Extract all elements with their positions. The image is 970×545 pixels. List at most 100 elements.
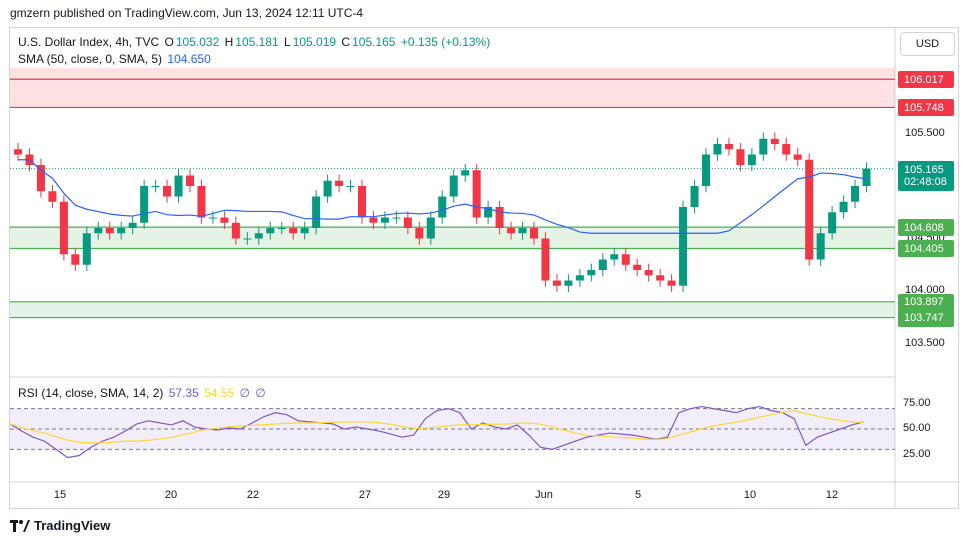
chart-frame[interactable]: [9, 27, 959, 509]
candle-body: [151, 186, 160, 187]
rsi-label[interactable]: RSI (14, close, SMA, 14, 2): [18, 386, 164, 400]
candle-body: [610, 254, 619, 260]
close-label: C: [341, 35, 351, 49]
time-axis-label: 22: [246, 489, 260, 501]
sma-line: [18, 159, 867, 234]
candle-body: [312, 196, 321, 228]
price-tag: 103.897: [898, 293, 954, 311]
candle-body: [793, 154, 802, 160]
symbol-name[interactable]: U.S. Dollar Index, 4h, TVC: [18, 35, 160, 49]
candle-body: [254, 233, 263, 239]
time-axis-label: 10: [743, 489, 757, 501]
candle-body: [105, 228, 114, 234]
candle-body: [449, 175, 458, 197]
resistance-zone-upper-fill: [10, 68, 895, 80]
rsi-line: [9, 405, 864, 459]
close-value: 105.165: [352, 35, 396, 49]
time-axis-label: 5: [634, 489, 642, 501]
candle-body: [300, 228, 309, 234]
candle-body: [380, 217, 389, 223]
rsi-extra-2: ∅: [255, 386, 266, 400]
candle-body: [701, 154, 711, 186]
candle-body: [128, 222, 137, 228]
time-axis-label: 27: [358, 489, 372, 501]
candle-body: [564, 280, 573, 286]
candle-body: [220, 217, 229, 223]
candle-body: [575, 275, 584, 281]
candle-body: [736, 149, 745, 165]
candle-body: [48, 191, 57, 202]
candle-body: [117, 228, 126, 234]
candle-body: [851, 186, 860, 202]
price-tag: 106.017: [898, 71, 954, 89]
time-axis-label: 15: [53, 489, 67, 501]
candle-body: [587, 270, 596, 276]
candle-body: [185, 175, 195, 186]
publisher-line: gmzern published on TradingView.com, Jun…: [10, 6, 364, 20]
candle-body: [828, 212, 837, 234]
tradingview-wordmark: TradingView: [34, 518, 111, 533]
candle-body: [816, 233, 825, 260]
candle-body: [71, 254, 80, 265]
price-tag: 105.165 02:48:08: [898, 160, 954, 191]
rsi-axis-tick: 75.00: [903, 396, 931, 409]
price-axis-tick: 103.500: [905, 336, 945, 349]
candle-body: [369, 217, 378, 223]
candle-body: [484, 207, 493, 218]
time-axis-label: 20: [164, 489, 178, 501]
candle-body: [426, 217, 435, 239]
candle-body: [667, 280, 676, 286]
candle-body: [644, 270, 653, 276]
candle-body: [529, 228, 539, 239]
symbol-legend[interactable]: U.S. Dollar Index, 4h, TVC O 105.032 H 105…: [18, 35, 492, 49]
candle-body: [243, 238, 252, 240]
high-label: H: [224, 35, 234, 49]
high-value: 105.181: [235, 35, 279, 49]
price-axis-tick: 104.000: [905, 284, 945, 296]
candle-body: [472, 170, 481, 218]
candle-body: [289, 228, 298, 234]
candle-body: [461, 170, 470, 176]
support-zone-lower-fill: [10, 301, 895, 318]
candle-body: [59, 201, 68, 255]
candle-body: [541, 238, 550, 281]
candle-body: [724, 144, 733, 150]
candle-body: [438, 196, 447, 218]
candle-body: [598, 259, 607, 270]
candle-body: [507, 228, 516, 234]
time-axis-label: 29: [437, 489, 451, 501]
time-axis-label: Jun: [535, 489, 553, 501]
tradingview-logo[interactable]: TradingView: [10, 518, 110, 533]
candle-body: [495, 207, 504, 228]
rsi-axis-tick: 50.00: [903, 422, 931, 434]
candle-body: [690, 186, 699, 207]
rsi-extra-1: ∅: [239, 386, 250, 400]
candle-body: [346, 186, 355, 187]
low-label: L: [284, 35, 291, 49]
candle-body: [415, 228, 424, 239]
candle-body: [36, 165, 45, 192]
currency-button[interactable]: USD: [900, 32, 955, 56]
candle-body: [82, 233, 91, 265]
time-axis-label: 12: [825, 489, 839, 501]
support-zone-upper-fill: [10, 227, 895, 249]
price-tag-value: 105.165: [904, 163, 944, 176]
sma-label[interactable]: SMA (50, close, 0, SMA, 5): [18, 52, 163, 66]
candle-body: [679, 207, 688, 286]
candle-body: [621, 254, 630, 265]
candle-body: [323, 180, 332, 197]
candle-body: [747, 154, 756, 165]
candle-body: [403, 217, 412, 228]
candle-body: [208, 217, 217, 219]
candle-body: [759, 138, 768, 155]
sma-legend[interactable]: SMA (50, close, 0, SMA, 5) 104.650: [18, 52, 213, 66]
candle-body: [335, 180, 344, 186]
candle-body: [197, 186, 206, 218]
candle-body: [266, 228, 275, 234]
candle-body: [805, 159, 814, 260]
rsi-value: 57.35: [168, 386, 199, 400]
rsi-legend[interactable]: RSI (14, close, SMA, 14, 2) 57.35 54.55 …: [18, 386, 268, 400]
candle-body: [392, 217, 401, 219]
candle-body: [633, 264, 642, 270]
